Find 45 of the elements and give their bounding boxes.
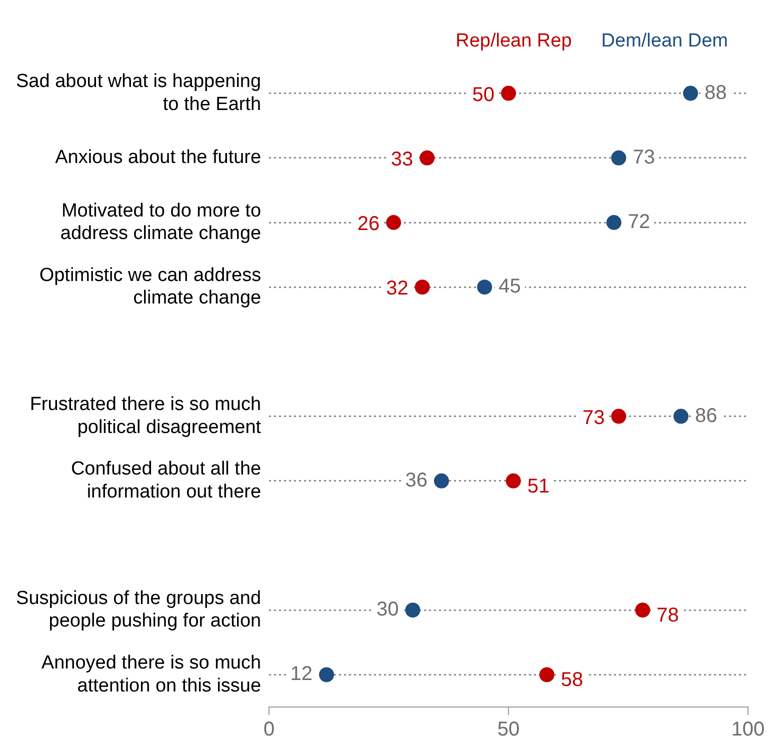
data-label: 72 — [628, 211, 650, 234]
data-label: 50 — [472, 84, 495, 106]
y-tick-label: Annoyed there is so much attention on this issue — [41, 652, 262, 696]
y-tick-label: Frustrated there is so much political disagreement — [30, 394, 262, 438]
data-label: 88 — [704, 82, 727, 104]
point — [606, 215, 622, 230]
text: Dem/lean Dem — [601, 30, 728, 52]
point — [420, 150, 435, 166]
point — [506, 473, 521, 488]
y-tick-label: Anxious about the future — [55, 147, 262, 168]
data-label: 12 — [290, 663, 313, 686]
data-label: 26 — [357, 213, 380, 236]
data-label: 51 — [527, 475, 550, 498]
x-tick-label: 50 — [497, 718, 520, 741]
data-label: 36 — [405, 469, 428, 492]
point — [414, 280, 430, 295]
point — [501, 86, 516, 101]
data-label: 58 — [560, 669, 584, 692]
point — [673, 408, 688, 424]
y-tick-label: Sad about what is happening to the Earth — [16, 71, 262, 115]
point — [319, 667, 334, 682]
text: Rep/lean Rep — [456, 30, 572, 52]
data-label: 30 — [376, 598, 399, 621]
point — [405, 602, 420, 618]
x-tick-label: 100 — [731, 718, 765, 741]
data-label: 45 — [498, 276, 521, 298]
point — [683, 86, 698, 101]
point — [539, 667, 554, 682]
data-label: 86 — [694, 404, 718, 427]
point — [434, 473, 449, 488]
y-tick-label: Suspicious of the groups and people pushing for action — [16, 588, 262, 632]
point — [611, 408, 626, 424]
point — [611, 150, 626, 166]
data-label: 73 — [632, 146, 655, 168]
data-label: 78 — [656, 604, 679, 627]
data-label: 73 — [582, 406, 605, 429]
point — [386, 215, 402, 230]
y-tick-label: Motivated to do more to address climate change — [60, 200, 262, 244]
y-tick-label: Optimistic we can address climate change — [39, 264, 262, 309]
y-tick-label: Confused about all the information out there — [70, 458, 262, 503]
data-label: 33 — [390, 148, 414, 170]
data-label: 32 — [386, 278, 408, 300]
x-tick-label: 0 — [264, 718, 275, 741]
point — [477, 280, 492, 295]
point — [635, 602, 650, 618]
